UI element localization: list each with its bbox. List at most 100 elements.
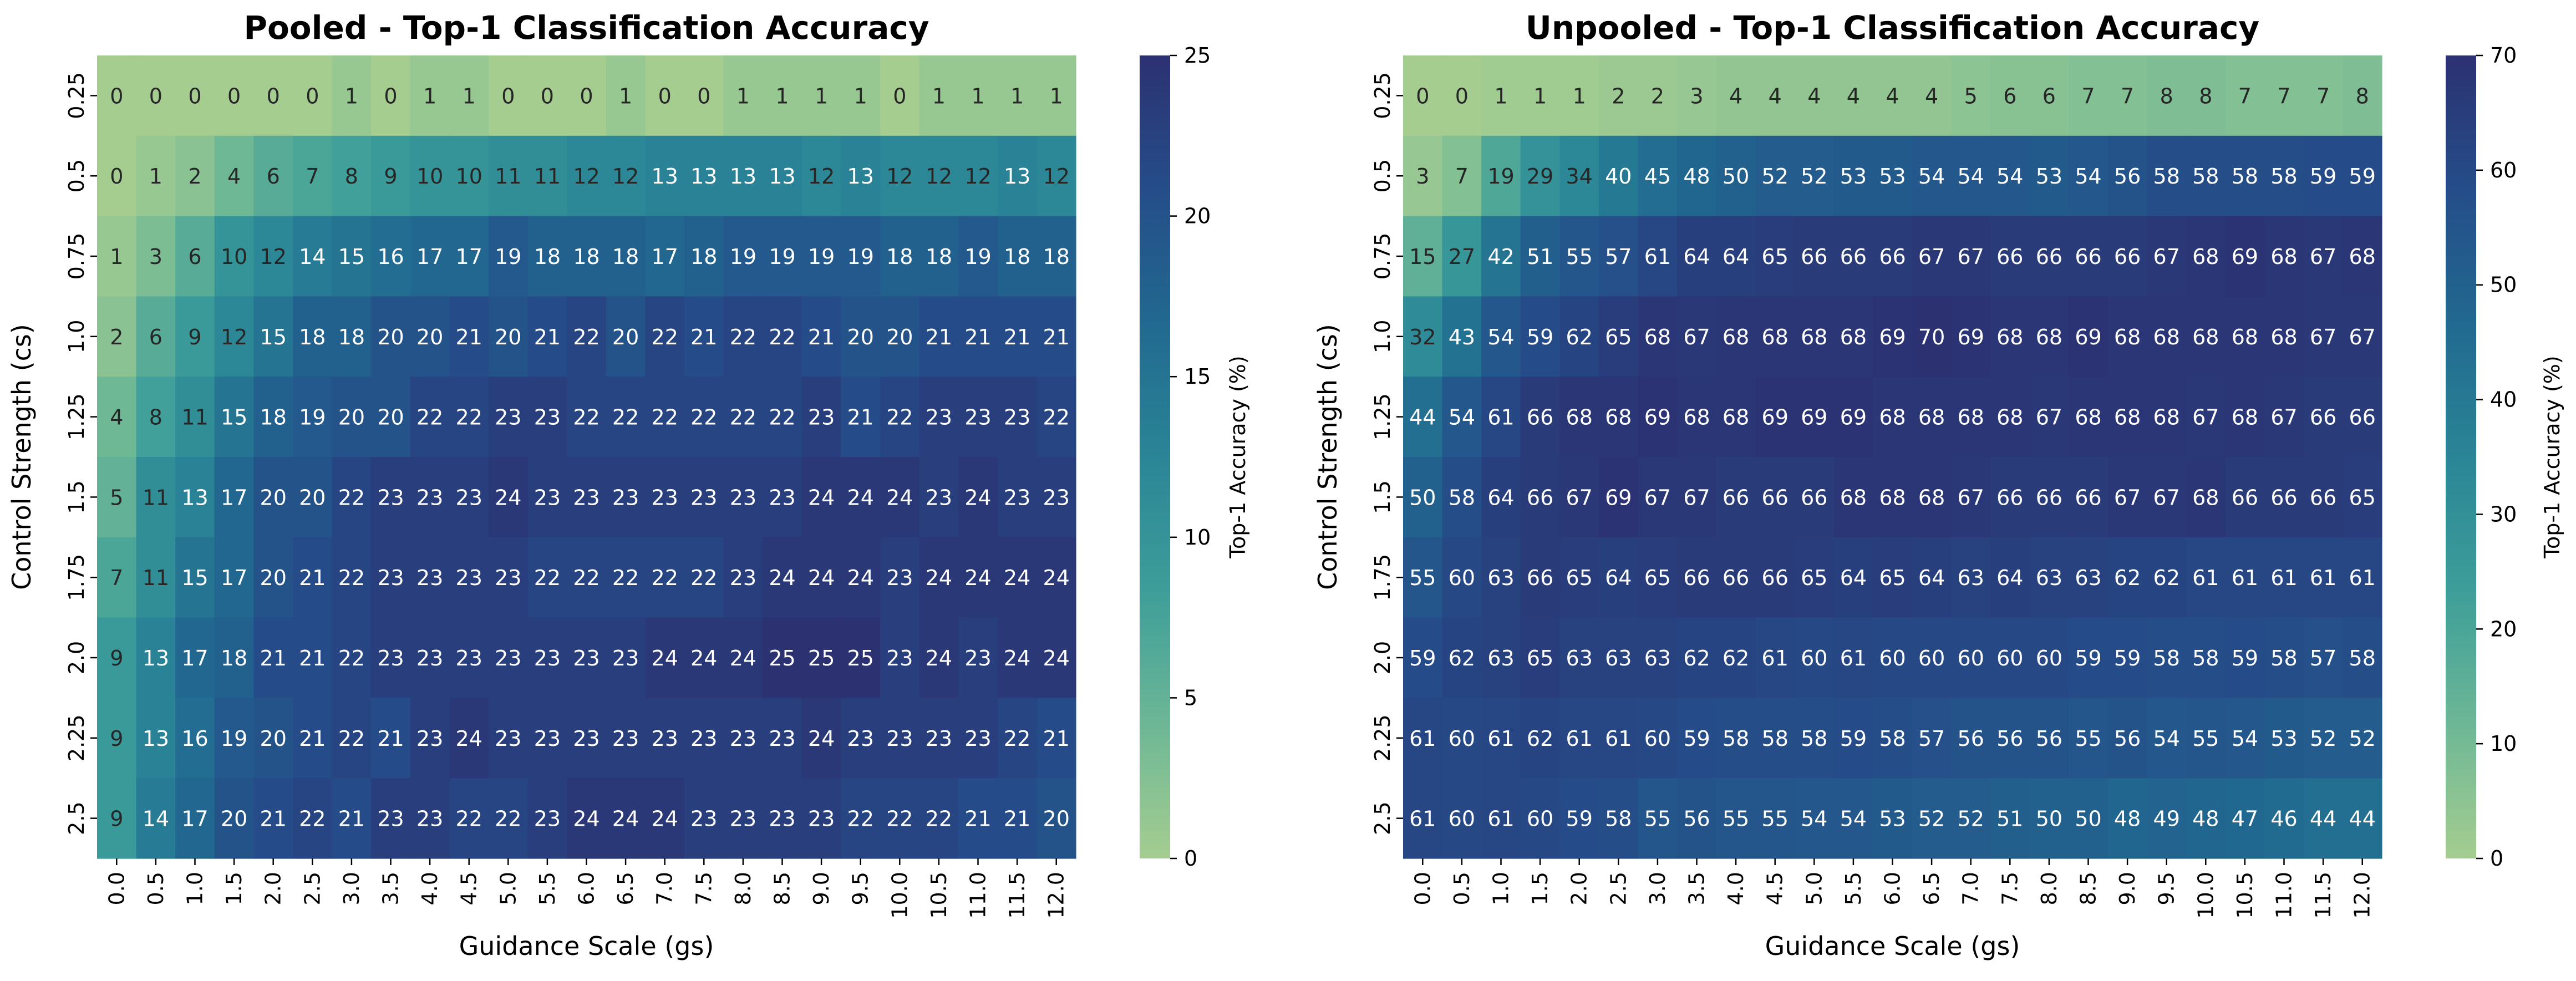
cell-value-label: 12: [221, 325, 247, 349]
heatmap-cell: [919, 377, 959, 458]
cell-value-label: 68: [1723, 405, 1749, 430]
heatmap-cell: [1037, 698, 1076, 779]
x-tick-label: 7.0: [653, 872, 677, 905]
cell-value-label: 22: [299, 807, 326, 831]
cell-value-label: 61: [2192, 566, 2219, 590]
y-tick-label: 0.5: [1370, 159, 1395, 192]
cell-value-label: 20: [299, 485, 326, 510]
heatmap-cell: [253, 698, 293, 779]
heatmap-cell: [2225, 135, 2265, 217]
cell-value-label: 21: [338, 807, 365, 831]
cell-value-label: 5: [110, 485, 123, 510]
heatmap-cell: [527, 457, 567, 538]
heatmap-cell: [410, 457, 450, 538]
cell-value-label: 68: [1918, 405, 1945, 430]
cell-value-label: 68: [2192, 325, 2219, 349]
heatmap-cell: [2264, 377, 2304, 458]
cell-value-label: 24: [612, 807, 639, 831]
cell-value-label: 21: [534, 325, 561, 349]
heatmap-cell: [214, 778, 254, 859]
heatmap-cell: [2303, 778, 2343, 859]
cell-value-label: 60: [2036, 646, 2062, 670]
cell-value-label: 17: [416, 245, 443, 269]
heatmap-cell: [684, 698, 724, 779]
heatmap-cell: [332, 778, 372, 859]
cell-value-label: 23: [808, 405, 835, 430]
cell-value-label: 65: [1762, 245, 1789, 269]
cell-value-label: 23: [1004, 405, 1030, 430]
cell-value-label: 23: [377, 485, 404, 510]
cell-value-label: 15: [181, 566, 208, 590]
heatmap-cell: [1520, 537, 1560, 618]
heatmap-cell: [2343, 216, 2382, 297]
heatmap-cell: [997, 778, 1037, 859]
cell-value-label: 58: [1723, 726, 1749, 751]
cell-value-label: 43: [1449, 325, 1475, 349]
heatmap-cell: [2186, 457, 2226, 538]
y-tick-label: 2.0: [1370, 641, 1395, 674]
cell-value-label: 68: [1762, 325, 1789, 349]
cell-value-label: 15: [338, 245, 365, 269]
heatmap-cell: [214, 296, 254, 377]
heatmap-cell: [2343, 55, 2382, 136]
cell-value-label: 63: [1566, 646, 1593, 670]
heatmap-cell: [371, 296, 411, 377]
cell-value-label: 65: [1801, 566, 1827, 590]
colorbar-label: Top-1 Accuracy (%): [1226, 355, 1250, 558]
heatmap-cell: [2029, 617, 2069, 698]
cell-value-label: 18: [221, 646, 247, 670]
heatmap-cell: [1520, 377, 1560, 458]
heatmap-cell: [567, 377, 607, 458]
heatmap-cell: [1481, 296, 1521, 377]
cell-value-label: 18: [1043, 245, 1070, 269]
heatmap-cell: [527, 216, 567, 297]
colorbar-tick-label: 0: [1184, 846, 1197, 871]
heatmap-cell: [371, 778, 411, 859]
heatmap-cell: [1755, 537, 1795, 618]
heatmap-cell: [723, 377, 763, 458]
x-tick-label: 4.5: [1763, 872, 1787, 905]
heatmap-cell: [293, 537, 333, 618]
cell-value-label: 22: [730, 405, 756, 430]
heatmap-cell: [801, 135, 841, 217]
cell-value-label: 21: [926, 325, 952, 349]
heatmap-cell: [332, 135, 372, 217]
heatmap-cell: [1873, 135, 1913, 217]
cell-value-label: 23: [416, 485, 443, 510]
heatmap-cell: [841, 296, 881, 377]
cell-value-label: 7: [1455, 164, 1469, 189]
cell-value-label: 54: [1840, 807, 1867, 831]
heatmap-cell: [410, 135, 450, 217]
cell-value-label: 68: [1996, 405, 2023, 430]
heatmap-cell: [1559, 55, 1599, 136]
cell-value-label: 24: [964, 485, 991, 510]
cell-value-label: 22: [1004, 726, 1030, 751]
heatmap-cell: [1520, 296, 1560, 377]
heatmap-cell: [527, 778, 567, 859]
heatmap-cell: [371, 537, 411, 618]
cell-value-label: 66: [1840, 245, 1867, 269]
heatmap-cell: [1520, 457, 1560, 538]
heatmap-cell: [1638, 778, 1678, 859]
cell-value-label: 68: [2349, 245, 2376, 269]
heatmap-cell: [1638, 296, 1678, 377]
cell-value-label: 22: [338, 485, 365, 510]
x-tick-label: 8.0: [2037, 872, 2061, 905]
x-axis-label: Guidance Scale (gs): [1765, 931, 2020, 961]
cell-value-label: 24: [964, 566, 991, 590]
cell-value-label: 54: [2075, 164, 2101, 189]
cell-value-label: 23: [769, 726, 795, 751]
heatmap-cell: [1990, 55, 2030, 136]
cell-value-label: 53: [1879, 164, 1906, 189]
cell-value-label: 20: [221, 807, 247, 831]
cell-value-label: 24: [1004, 566, 1030, 590]
heatmap-cell: [801, 216, 841, 297]
cell-value-label: 68: [2153, 325, 2180, 349]
cell-value-label: 62: [1449, 646, 1475, 670]
cell-value-label: 66: [1527, 485, 1553, 510]
cell-value-label: 0: [893, 84, 906, 108]
cell-value-label: 13: [143, 726, 169, 751]
heatmap-cell: [723, 457, 763, 538]
x-tick-label: 4.0: [1724, 872, 1748, 905]
cell-value-label: 47: [2232, 807, 2258, 831]
